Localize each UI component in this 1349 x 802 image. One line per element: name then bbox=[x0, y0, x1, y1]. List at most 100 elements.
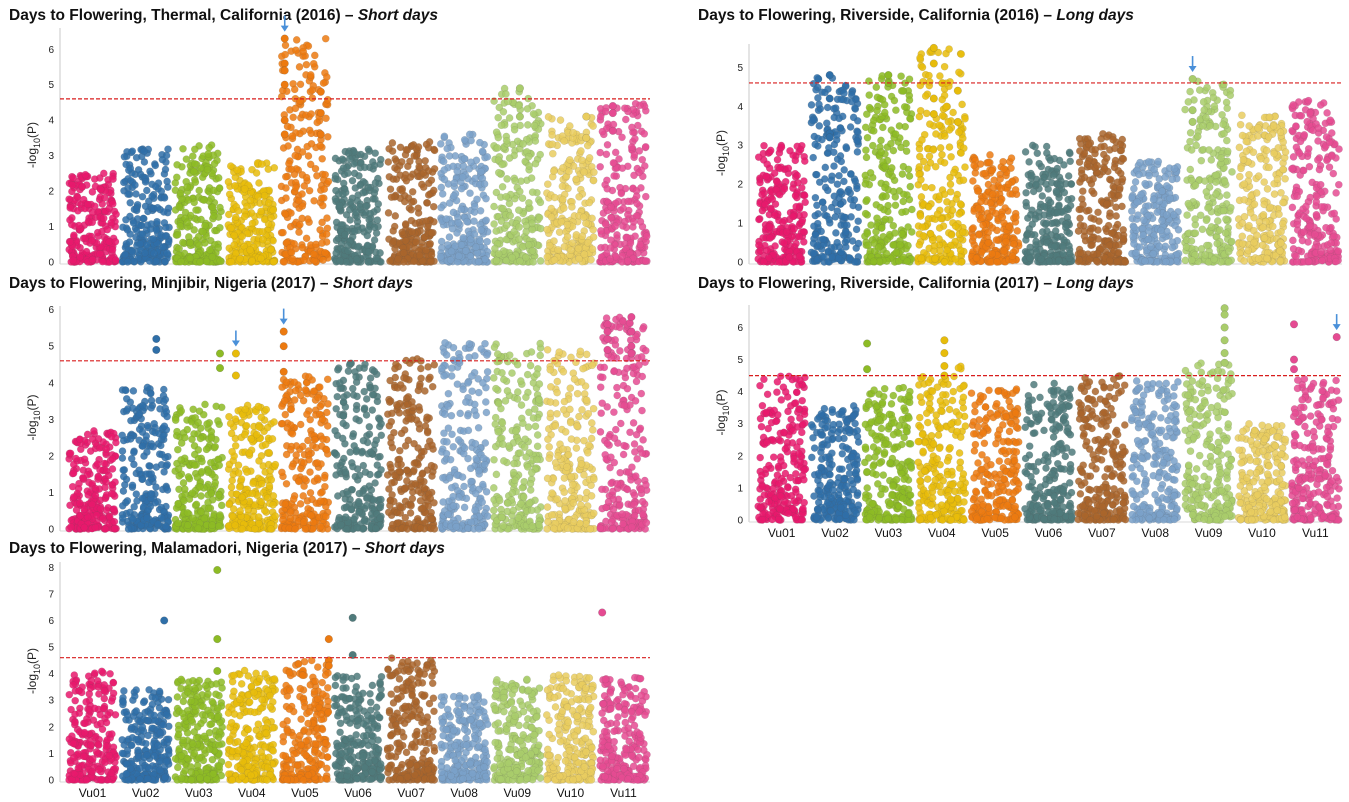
snp-point bbox=[881, 108, 889, 117]
snp-point bbox=[936, 144, 945, 152]
snp-point bbox=[376, 155, 385, 164]
panel-title-condition: Long days bbox=[1056, 7, 1134, 24]
snp-point bbox=[1106, 175, 1114, 184]
snp-point bbox=[931, 254, 939, 263]
snp-point bbox=[467, 136, 475, 145]
snp-point bbox=[1240, 257, 1249, 265]
snp-point bbox=[865, 91, 874, 99]
snp-point bbox=[436, 252, 445, 261]
snp-point bbox=[338, 155, 347, 163]
snp-point bbox=[1201, 250, 1209, 259]
snp-point bbox=[929, 146, 938, 154]
snp-point bbox=[906, 114, 914, 123]
snp-point bbox=[371, 149, 380, 157]
snp-point bbox=[559, 163, 567, 172]
snp-point bbox=[1076, 249, 1085, 257]
snp-point bbox=[1212, 190, 1220, 198]
snp-point bbox=[811, 211, 820, 220]
panel-title-main: Days to Flowering, Riverside, California… bbox=[698, 275, 1057, 292]
snp-point bbox=[490, 220, 498, 228]
snp-point bbox=[813, 83, 822, 92]
snp-point bbox=[492, 227, 501, 235]
snp-point bbox=[789, 212, 797, 221]
snp-point bbox=[1053, 208, 1062, 217]
snp-point bbox=[1186, 87, 1194, 96]
snp-point bbox=[1238, 239, 1247, 248]
snp-point bbox=[344, 247, 352, 255]
snp-point bbox=[1032, 237, 1040, 246]
snp-point bbox=[547, 213, 556, 221]
snp-point bbox=[969, 177, 977, 185]
snp-point bbox=[376, 249, 384, 257]
snp-point bbox=[1075, 134, 1084, 143]
snp-point bbox=[90, 175, 99, 183]
snp-point bbox=[545, 241, 554, 250]
snp-point bbox=[1042, 142, 1051, 151]
snp-point bbox=[470, 230, 479, 238]
snp-point bbox=[1052, 187, 1061, 195]
snp-point bbox=[922, 109, 931, 118]
snp-point bbox=[935, 121, 944, 129]
snp-point bbox=[112, 210, 120, 219]
snp-point bbox=[323, 132, 332, 141]
snp-point bbox=[227, 257, 236, 266]
snp-point bbox=[537, 224, 545, 233]
y-tick-label: 4 bbox=[48, 116, 54, 127]
snp-point bbox=[898, 170, 907, 178]
snp-point bbox=[1245, 170, 1253, 179]
snp-point bbox=[66, 237, 75, 246]
snp-point bbox=[923, 164, 931, 172]
snp-point bbox=[1061, 223, 1070, 232]
snp-point bbox=[823, 119, 831, 127]
snp-point bbox=[775, 190, 784, 199]
snp-point bbox=[1269, 222, 1277, 231]
snp-point bbox=[1260, 234, 1269, 242]
snp-point bbox=[1055, 202, 1063, 211]
snp-point bbox=[872, 83, 881, 91]
snp-point bbox=[1184, 98, 1193, 106]
snp-point bbox=[98, 257, 107, 266]
snp-point bbox=[618, 164, 627, 172]
snp-point bbox=[1136, 158, 1144, 167]
snp-point bbox=[1060, 236, 1068, 244]
snp-point bbox=[554, 245, 562, 254]
snp-point bbox=[884, 201, 892, 210]
snp-point bbox=[878, 223, 886, 232]
snp-point bbox=[1064, 172, 1073, 180]
snp-point bbox=[302, 234, 311, 243]
snp-point bbox=[940, 62, 949, 71]
snp-point bbox=[947, 231, 956, 239]
snp-point bbox=[419, 183, 428, 191]
snp-point bbox=[821, 175, 829, 183]
snp-point bbox=[1210, 102, 1219, 111]
snp-point bbox=[1002, 237, 1010, 246]
peak-point bbox=[280, 34, 289, 43]
snp-point bbox=[269, 206, 278, 214]
snp-point bbox=[1220, 80, 1228, 89]
snp-point bbox=[560, 137, 569, 145]
snp-point bbox=[916, 54, 924, 62]
snp-point bbox=[928, 183, 936, 192]
snp-point bbox=[288, 132, 297, 140]
snp-point bbox=[1206, 122, 1214, 130]
snp-point bbox=[936, 72, 944, 80]
chromosome-series bbox=[1234, 111, 1290, 266]
snp-point bbox=[1053, 164, 1062, 173]
snp-point bbox=[161, 165, 170, 174]
snp-point bbox=[149, 234, 158, 243]
snp-point bbox=[398, 187, 406, 195]
snp-point bbox=[536, 257, 545, 265]
snp-point bbox=[307, 139, 316, 148]
panel-title-main: Days to Flowering, Riverside, California… bbox=[698, 7, 1057, 24]
snp-point bbox=[835, 194, 843, 202]
snp-point bbox=[1075, 158, 1084, 166]
snp-point bbox=[522, 221, 531, 230]
snp-point bbox=[940, 258, 949, 266]
snp-point bbox=[398, 228, 407, 237]
snp-point bbox=[226, 224, 235, 232]
snp-point bbox=[524, 121, 532, 129]
snp-point bbox=[876, 203, 885, 212]
snp-point bbox=[384, 158, 393, 166]
snp-point bbox=[1238, 232, 1247, 241]
snp-point bbox=[528, 246, 537, 255]
